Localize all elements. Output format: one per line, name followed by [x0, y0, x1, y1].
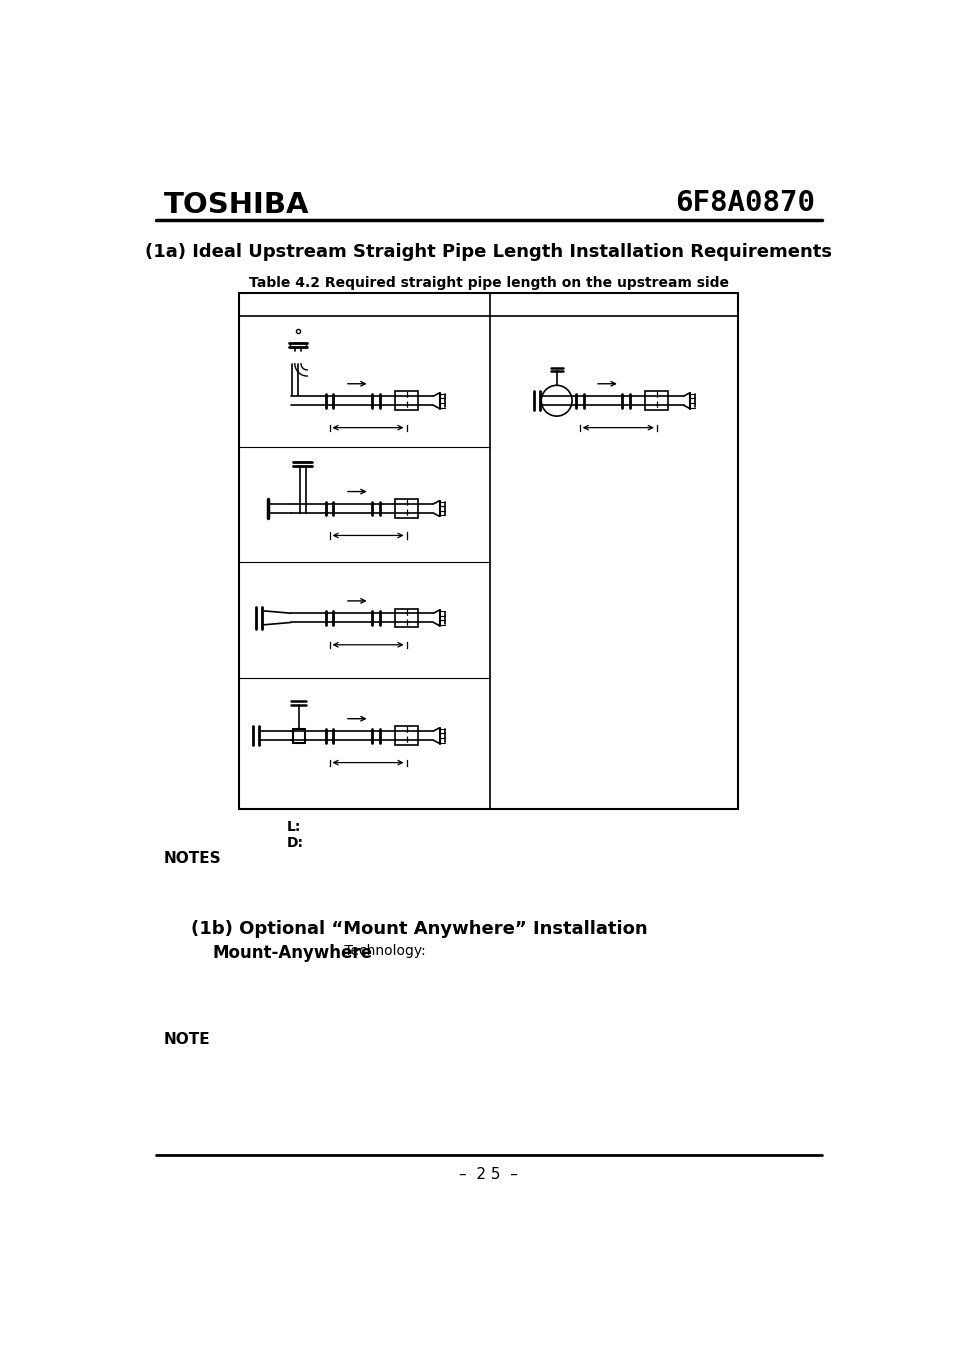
- Text: Table 4.2 Required straight pipe length on the upstream side: Table 4.2 Required straight pipe length …: [249, 275, 728, 290]
- Text: (1b) Optional “Mount Anywhere” Installation: (1b) Optional “Mount Anywhere” Installat…: [191, 921, 647, 938]
- Text: D:: D:: [287, 836, 304, 849]
- Text: TOSHIBA: TOSHIBA: [164, 192, 309, 219]
- Text: NOTES: NOTES: [164, 850, 221, 867]
- Text: (1a) Ideal Upstream Straight Pipe Length Installation Requirements: (1a) Ideal Upstream Straight Pipe Length…: [145, 243, 832, 261]
- Text: Mount-Anywhere: Mount-Anywhere: [213, 944, 372, 961]
- Text: NOTE: NOTE: [164, 1033, 211, 1048]
- Text: 6F8A0870: 6F8A0870: [674, 189, 814, 217]
- Text: L:: L:: [287, 821, 301, 834]
- Text: Technology:: Technology:: [339, 944, 425, 957]
- Text: –  2 5  –: – 2 5 –: [459, 1166, 517, 1181]
